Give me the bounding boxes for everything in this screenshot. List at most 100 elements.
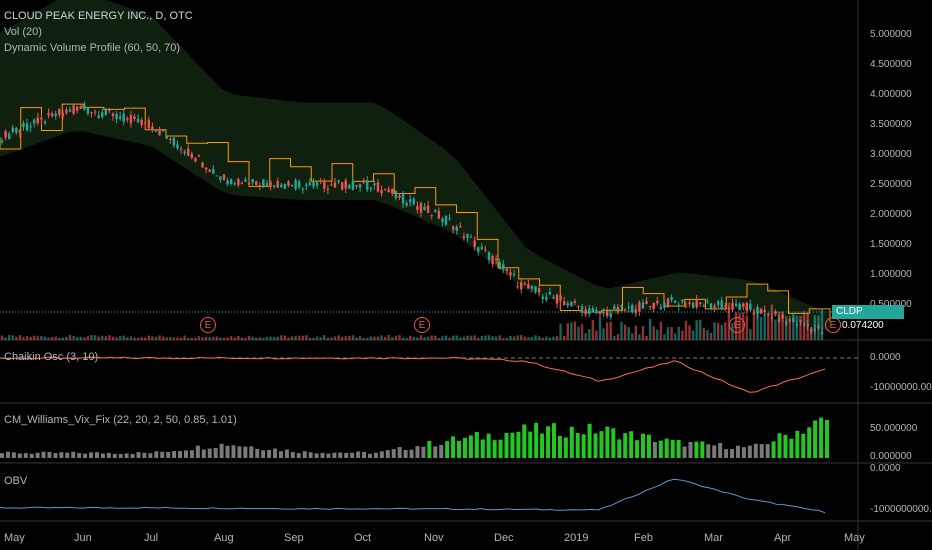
candle-body (136, 118, 140, 123)
volume-bar (133, 337, 136, 340)
williams-bar (344, 452, 349, 458)
williams-bar (17, 453, 22, 458)
volume-bar (627, 327, 630, 340)
volume-bar (151, 336, 154, 340)
chaikin-tick-label: -10000000.0000 (870, 382, 932, 393)
volume-bar (702, 327, 706, 340)
volume-bar (691, 330, 695, 340)
volume-bar (197, 336, 201, 340)
month-label: May (844, 532, 865, 544)
williams-bar (403, 449, 408, 458)
candle-body (609, 313, 612, 318)
volume-bar (462, 336, 466, 340)
volume-bar (262, 337, 265, 340)
candle-body (344, 180, 347, 189)
candle-body (391, 188, 394, 194)
volume-bar (813, 315, 817, 340)
volume-bar (795, 315, 799, 340)
volume-bar (54, 336, 57, 340)
candle-body (570, 301, 573, 307)
price-tick-label: 1.000000 (870, 269, 912, 280)
candle-body (36, 117, 40, 124)
volume-title: Vol (20) (4, 26, 42, 38)
volume-bar (781, 311, 784, 340)
williams-tick-label: 0.000000 (870, 451, 912, 462)
candle-body (426, 205, 430, 213)
obv-tick-label: -1000000000.0000 (870, 504, 932, 515)
candle-body (330, 184, 333, 186)
price-tick-label: 2.000000 (870, 209, 912, 220)
candle-body (129, 114, 133, 124)
candle-body (122, 113, 125, 122)
williams-bar (356, 451, 361, 458)
volume-bar (269, 336, 272, 340)
volume-bar (684, 320, 688, 340)
candle-body (491, 256, 494, 264)
candle-body (315, 182, 319, 186)
candle-body (588, 308, 591, 315)
volume-bar (487, 335, 491, 340)
volume-bar (251, 336, 254, 340)
williams-bar (551, 423, 556, 458)
williams-bar (557, 435, 562, 458)
volume-bar (287, 337, 290, 340)
price-tick-label: 2.500000 (870, 179, 912, 190)
candle-body (691, 302, 695, 309)
williams-bar (498, 439, 503, 458)
williams-bar (462, 437, 467, 458)
candle-body (638, 302, 641, 312)
volume-bar (638, 334, 641, 340)
volume-bar (727, 302, 731, 340)
williams-bar (284, 449, 289, 458)
volume-bar (315, 336, 319, 340)
volume-bar (86, 336, 90, 340)
candle-body (54, 113, 57, 117)
williams-bar (332, 452, 337, 458)
chaikin-tick-label: 0.0000 (870, 352, 901, 363)
earnings-marker[interactable]: E (729, 317, 745, 333)
obv-line (0, 478, 826, 514)
volume-bar (233, 337, 236, 340)
volume-bar (416, 337, 419, 340)
candle-body (358, 184, 362, 188)
candle-body (548, 292, 552, 295)
williams-bar (118, 453, 123, 458)
williams-bar (427, 440, 432, 458)
volume-bar (161, 336, 165, 340)
candle-body (301, 188, 304, 190)
volume-bar (480, 335, 484, 340)
candle-body (172, 137, 176, 146)
volume-bar (409, 335, 412, 340)
volume-bar (695, 320, 698, 340)
candle-body (58, 109, 61, 115)
williams-bar (510, 432, 515, 458)
candle-body (348, 185, 351, 189)
earnings-marker[interactable]: E (414, 317, 430, 333)
candle-body (93, 111, 97, 113)
volume-bar (673, 333, 677, 340)
volume-bar (58, 337, 61, 340)
volume-bar (580, 324, 584, 340)
williams-bar (813, 420, 818, 458)
candle-body (362, 180, 365, 183)
volume-bar (699, 319, 702, 340)
candle-body (681, 299, 684, 302)
williams-bar (41, 451, 46, 458)
candle-body (455, 226, 458, 231)
volume-bar (72, 335, 75, 340)
candle-body (262, 179, 265, 188)
price-tick-label: 3.000000 (870, 149, 912, 160)
candle-body (79, 106, 82, 109)
volume-bar (75, 337, 79, 340)
williams-bar (819, 417, 824, 458)
candle-body (183, 151, 186, 154)
candle-body (380, 189, 383, 194)
volume-bar (383, 336, 387, 340)
candle-body (734, 303, 738, 306)
volume-bar (774, 319, 777, 340)
earnings-marker[interactable]: E (200, 317, 216, 333)
candle-body (68, 109, 72, 112)
volume-bar (724, 322, 727, 340)
williams-bar (563, 437, 568, 458)
